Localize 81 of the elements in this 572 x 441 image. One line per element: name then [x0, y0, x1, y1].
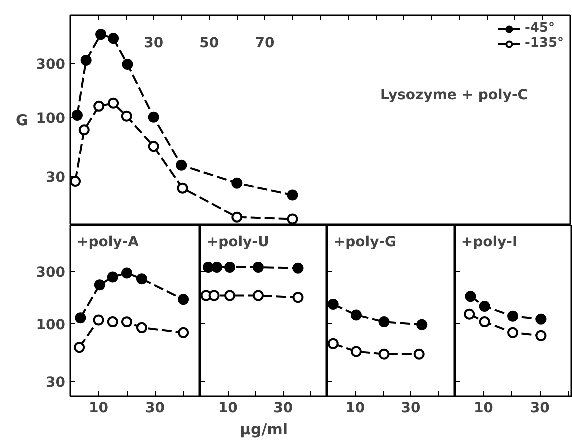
point: [224, 262, 236, 273]
y-tick-label: 300: [36, 57, 66, 74]
x-tick-label: 10: [474, 400, 494, 416]
x-tick-label: 30: [144, 36, 164, 52]
point: [148, 141, 160, 152]
y-tick-label: 100: [36, 110, 66, 127]
legend-label: -135°: [524, 36, 564, 51]
point: [414, 348, 425, 360]
point: [224, 290, 236, 302]
point: [74, 342, 86, 354]
y-tick-label: 300: [36, 264, 66, 281]
point: [232, 212, 243, 223]
point: [252, 262, 264, 273]
point: [292, 292, 304, 304]
point: [107, 316, 118, 328]
point: [287, 190, 298, 201]
point: [108, 98, 120, 109]
point: [178, 327, 190, 338]
x-tick-label: 70: [255, 36, 275, 52]
point: [416, 319, 428, 330]
point: [177, 182, 188, 194]
point: [464, 308, 476, 320]
text: +poly-A: [77, 234, 140, 251]
x-tick-label: 30: [146, 400, 166, 416]
x-tick-label: 10: [89, 400, 109, 416]
point: [148, 112, 160, 123]
point: [479, 316, 490, 328]
point: [328, 299, 339, 310]
point: [536, 330, 547, 342]
point: [328, 338, 339, 350]
x-tick-label: 10: [346, 400, 366, 416]
point: [232, 178, 243, 189]
x-tick-label: 30: [274, 400, 294, 416]
point: [292, 262, 304, 274]
point: [80, 55, 92, 66]
point: [75, 312, 86, 324]
point: [94, 280, 106, 291]
point: [122, 268, 133, 279]
x-tick-label: 30: [530, 400, 550, 416]
point: [136, 322, 148, 334]
point: [378, 316, 390, 328]
point: [178, 294, 190, 306]
point: [465, 291, 476, 302]
point: [94, 100, 105, 112]
text: +poly-I: [461, 234, 518, 251]
point: [479, 300, 490, 312]
point: [122, 59, 134, 70]
point: [70, 176, 81, 187]
point: [78, 124, 90, 136]
point: [350, 346, 362, 358]
point: [212, 262, 223, 273]
x-tick-label: 30: [401, 400, 421, 416]
point: [208, 290, 220, 302]
point: [378, 348, 390, 360]
x-tick-label: 10: [218, 400, 238, 416]
point: [121, 110, 132, 122]
point: [122, 316, 133, 328]
point: [350, 310, 362, 321]
point: [508, 327, 519, 338]
x-tick-label: 50: [200, 36, 220, 52]
point: [108, 33, 120, 44]
point: [287, 214, 298, 225]
point: [93, 314, 104, 326]
point: [252, 290, 264, 302]
point: [508, 310, 519, 322]
point: [136, 274, 148, 285]
point: [72, 110, 83, 121]
text: +poly-U: [206, 234, 270, 251]
y-axis-title: G: [16, 112, 28, 130]
point: [176, 160, 188, 171]
point: [107, 272, 118, 283]
y-tick-label: 30: [46, 375, 66, 392]
text: Lysozyme + poly-C: [380, 87, 528, 104]
y-tick-label: 30: [46, 170, 66, 186]
point: [536, 314, 547, 325]
text: +poly-G: [334, 234, 397, 251]
x-axis-title: µg/ml: [240, 420, 288, 438]
legend-label: -45°: [524, 21, 555, 36]
point: [203, 262, 214, 273]
point: [96, 29, 107, 40]
y-tick-label: 100: [36, 317, 66, 334]
